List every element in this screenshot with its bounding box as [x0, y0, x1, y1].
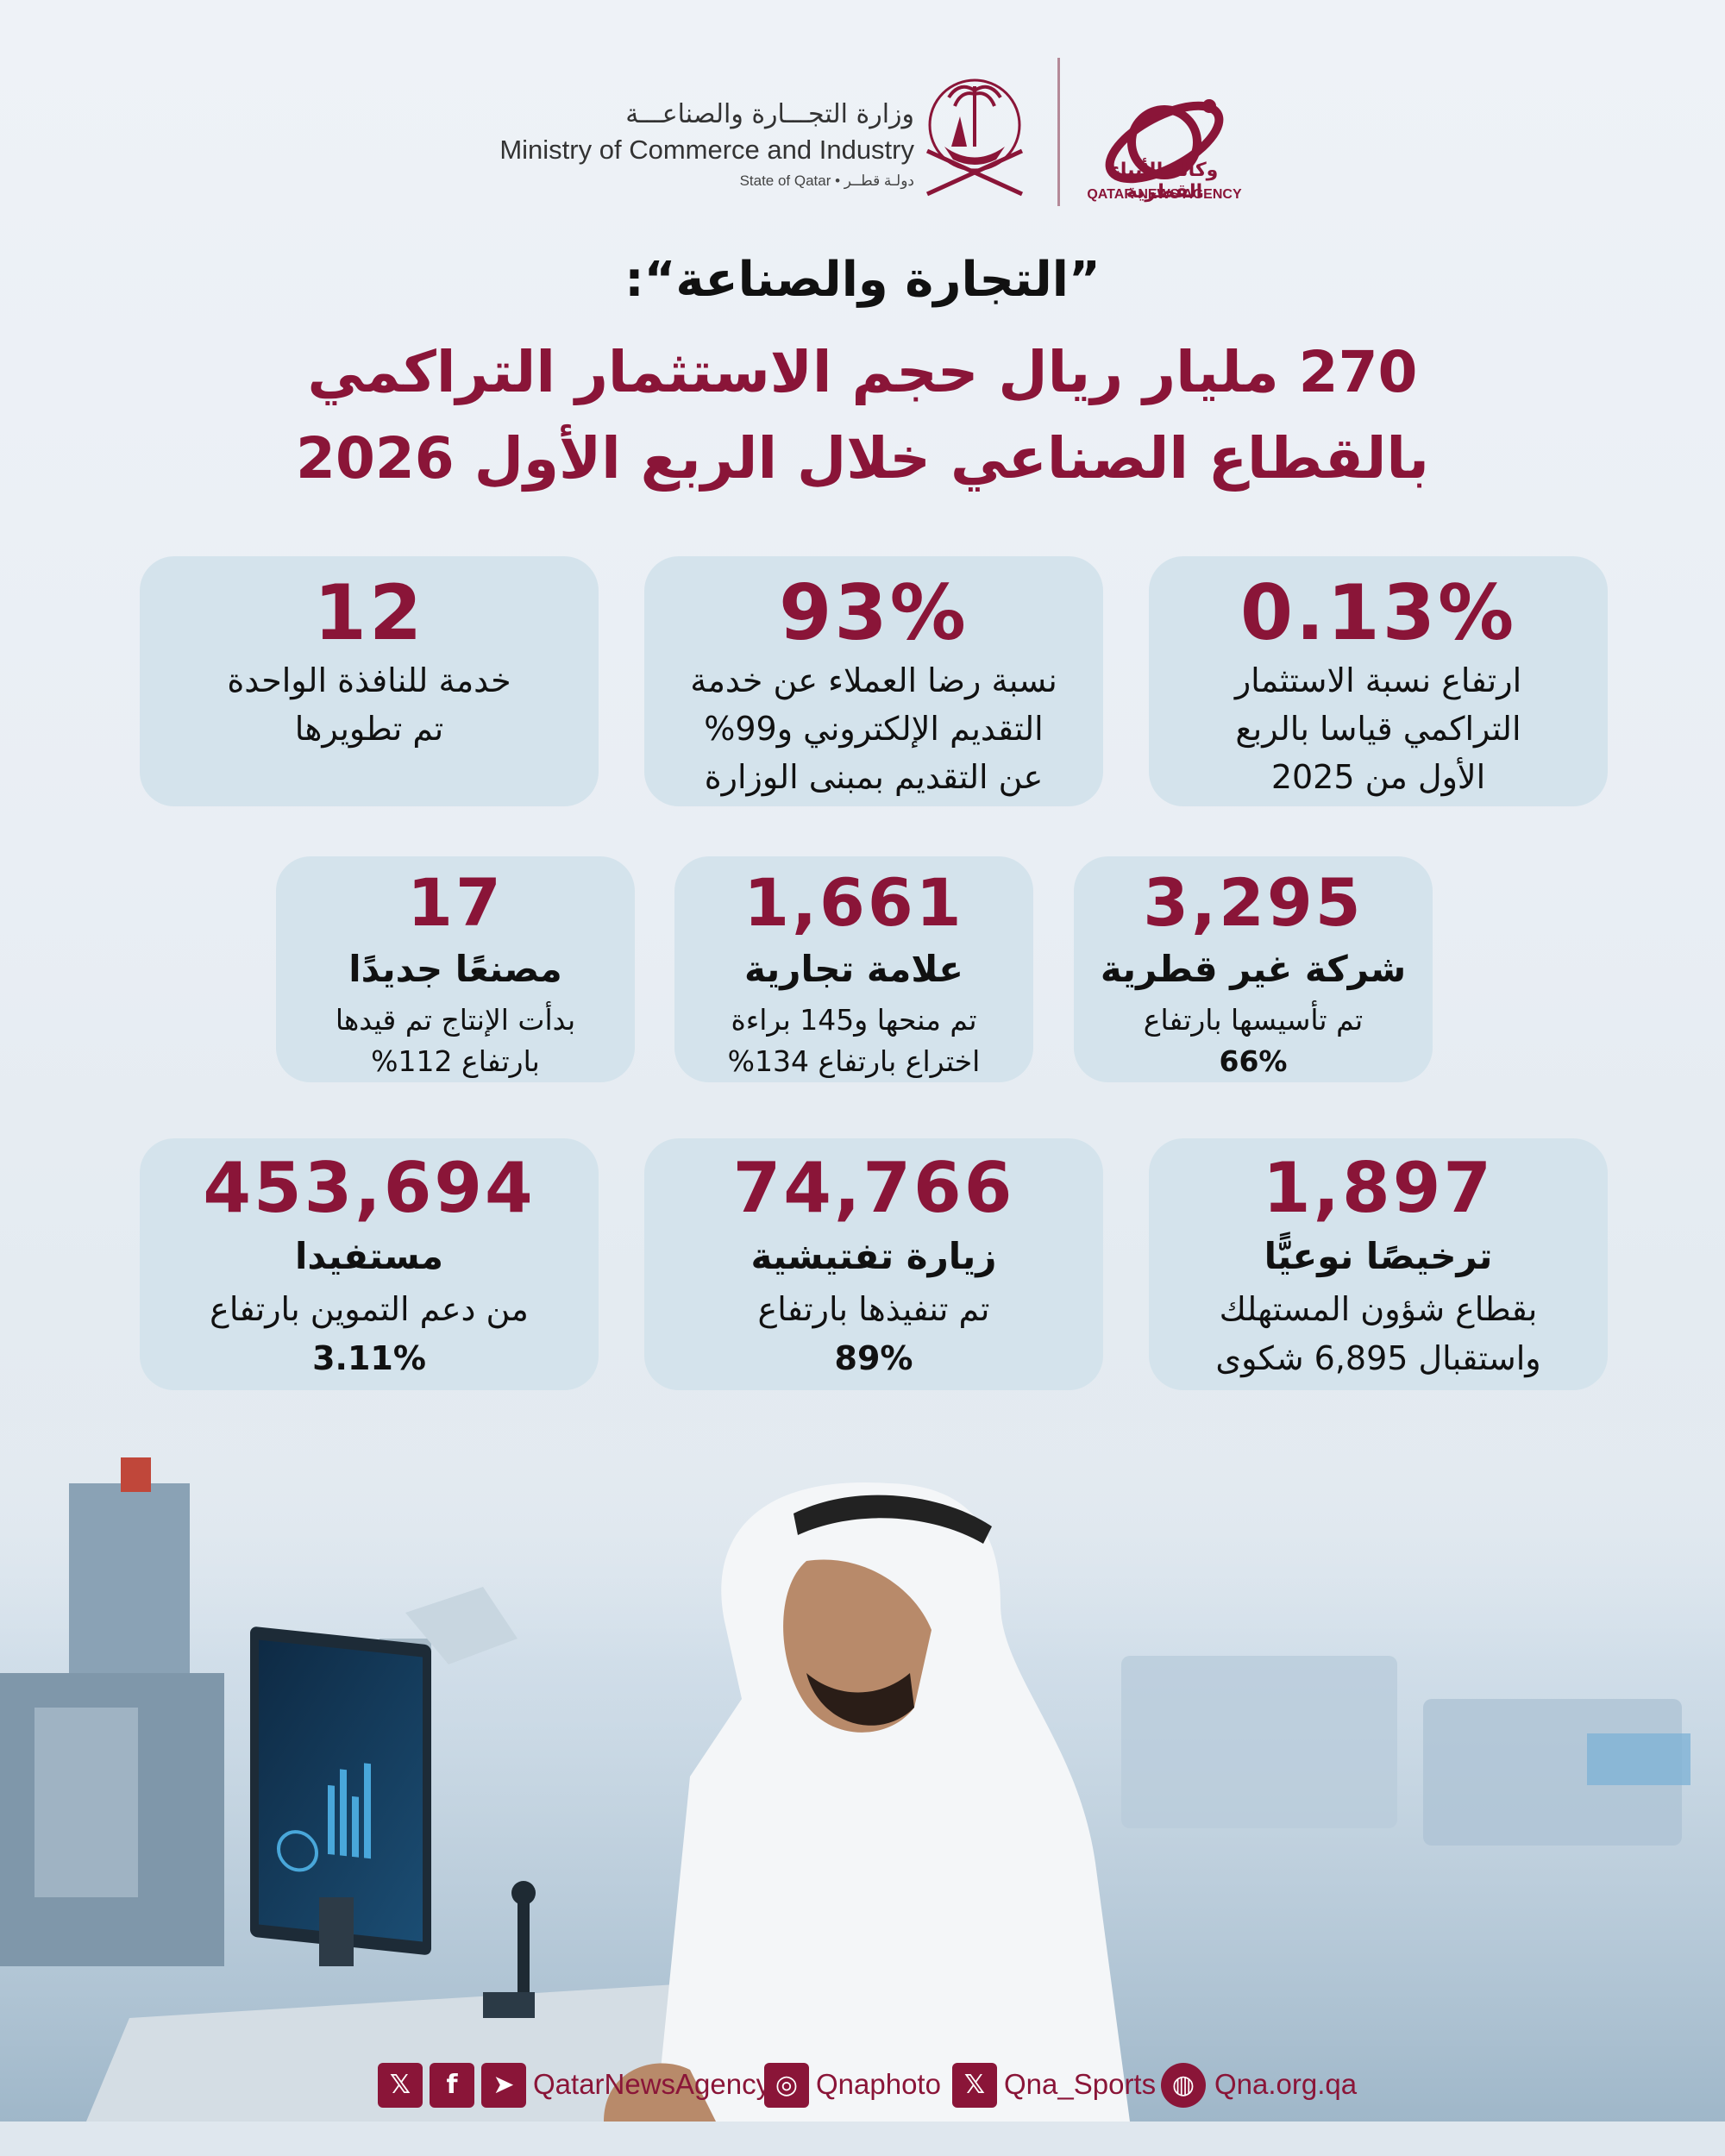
stat-description: ارتفاع نسبة الاستثمار التراكمي قياسا بال… — [1234, 661, 1522, 797]
headline-line-2: بالقطاع الصناعي خلال الربع الأول 2026 — [296, 425, 1429, 492]
instagram-icon[interactable]: ◎ — [764, 2063, 809, 2108]
stat-card-inspections: 74,766 زيارة تفتيشية تم تنفيذها بارتفاع … — [644, 1138, 1103, 1390]
ministry-text: وزارة التجـــارة والصناعـــة Ministry of… — [466, 99, 914, 190]
headline-line-1: 270 مليار ريال حجم الاستثمار التراكمي — [307, 339, 1418, 405]
stat-label: مستفيدا — [295, 1235, 443, 1277]
stat-label: مصنعًا جديدًا — [348, 948, 562, 990]
stat-value: 1,897 — [1262, 1148, 1495, 1228]
main-handle-link[interactable]: QatarNewsAgency — [533, 2068, 771, 2100]
stat-value: 0.13% — [1239, 568, 1517, 657]
stat-description: خدمة للنافذة الواحدة تم تطويرها — [227, 661, 511, 749]
stat-card-beneficiaries: 453,694 مستفيدا من دعم التموين بارتفاع 3… — [140, 1138, 599, 1390]
stat-label: زيارة تفتيشية — [750, 1235, 997, 1277]
x-sports-icon[interactable]: 𝕏 — [952, 2063, 997, 2108]
stat-card-licenses: 1,897 ترخيصًا نوعيًّا بقطاع شؤون المستهل… — [1149, 1138, 1608, 1390]
header-divider — [1057, 58, 1060, 206]
social-footer: 𝕏 f ➤ QatarNewsAgency ◎ Qnaphoto 𝕏 Qna_S… — [0, 2063, 1725, 2115]
ministry-name-en: Ministry of Commerce and Industry — [499, 135, 914, 165]
stat-value: 17 — [407, 864, 504, 941]
stat-description: من دعم التموين بارتفاع 3.11% — [210, 1290, 529, 1378]
headline-source: ”التجارة والصناعة“: — [624, 252, 1101, 308]
stat-description: تم تنفيذها بارتفاع 89% — [757, 1290, 990, 1378]
globe-icon[interactable]: ◍ — [1161, 2063, 1206, 2108]
ministry-name-ar: وزارة التجـــارة والصناعـــة — [625, 99, 914, 129]
x-twitter-icon[interactable]: 𝕏 — [378, 2063, 423, 2108]
stat-label: شركة غير قطرية — [1100, 948, 1407, 990]
agency-name-ar: وكالة الأنباء القطرية — [1110, 160, 1219, 203]
stat-value: 93% — [779, 568, 969, 657]
agency-name-en: QATAR NEWS AGENCY — [1087, 187, 1242, 202]
stat-card-trademarks: 1,661 علامة تجارية تم منحها و145 براءة ا… — [674, 856, 1033, 1082]
sports-handle-link[interactable]: Qna_Sports — [1004, 2068, 1157, 2100]
qatar-emblem-icon — [925, 78, 1024, 197]
stat-card-investment-growth: 0.13% ارتفاع نسبة الاستثمار التراكمي قيا… — [1149, 556, 1608, 806]
stat-description: تم تأسيسها بارتفاع 66% — [1143, 1003, 1364, 1079]
stat-description: تم منحها و145 براءة اختراع بارتفاع 134% — [727, 1003, 981, 1079]
stat-description: نسبة رضا العملاء عن خدمة التقديم الإلكتر… — [690, 661, 1057, 797]
stat-value: 453,694 — [203, 1148, 536, 1228]
stat-value: 74,766 — [732, 1148, 1015, 1228]
stat-card-foreign-companies: 3,295 شركة غير قطرية تم تأسيسها بارتفاع … — [1074, 856, 1433, 1082]
stat-value: 1,661 — [743, 864, 964, 941]
state-of-qatar-label: State of Qatar • دولـة قطــر — [739, 172, 914, 189]
stat-description: بدأت الإنتاج تم قيدها بارتفاع 112% — [335, 1003, 576, 1079]
header: وزارة التجـــارة والصناعـــة Ministry of… — [0, 56, 1725, 220]
photo-handle-link[interactable]: Qnaphoto — [816, 2068, 941, 2100]
headline: ”التجارة والصناعة“: 270 مليار ريال حجم ا… — [0, 252, 1725, 487]
stat-description: بقطاع شؤون المستهلك واستقبال 6,895 شكوى — [1215, 1290, 1541, 1378]
website-link[interactable]: Qna.org.qa — [1214, 2068, 1358, 2100]
stat-card-single-window: 12 خدمة للنافذة الواحدة تم تطويرها — [140, 556, 599, 806]
stat-value: 12 — [313, 568, 425, 657]
stat-label: ترخيصًا نوعيًّا — [1264, 1235, 1493, 1277]
stat-card-customer-satisfaction: 93% نسبة رضا العملاء عن خدمة التقديم الإ… — [644, 556, 1103, 806]
stat-label: علامة تجارية — [744, 948, 963, 990]
qna-logo-icon — [1105, 99, 1224, 184]
factory-operator-illustration — [0, 1414, 1725, 2122]
stat-value: 3,295 — [1143, 864, 1364, 941]
stat-card-new-factories: 17 مصنعًا جديدًا بدأت الإنتاج تم قيدها ب… — [276, 856, 635, 1082]
facebook-icon[interactable]: f — [430, 2063, 474, 2108]
telegram-icon[interactable]: ➤ — [481, 2063, 526, 2108]
